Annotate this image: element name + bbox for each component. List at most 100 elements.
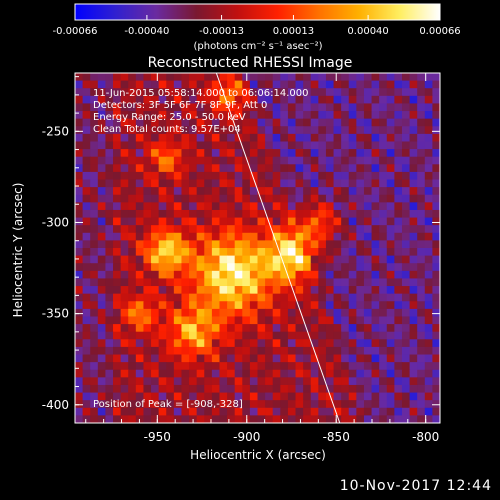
heatmap-cell — [257, 126, 266, 135]
heatmap-cell — [401, 339, 411, 348]
heatmap-cell — [242, 133, 251, 143]
heatmap-cell — [166, 149, 175, 158]
heatmap-cell — [318, 202, 327, 211]
heatmap-cell — [90, 202, 99, 211]
heatmap-cell — [219, 232, 228, 241]
heatmap-cell — [295, 415, 304, 423]
heatmap-cell — [105, 149, 114, 158]
heatmap-cell — [128, 232, 137, 241]
heatmap-cell — [333, 141, 342, 150]
heatmap-cell — [227, 88, 236, 97]
heatmap-cell — [113, 407, 122, 416]
heatmap-cell — [371, 133, 380, 143]
heatmap-cell — [272, 126, 281, 135]
heatmap-cell — [394, 415, 403, 423]
heatmap-cell — [394, 331, 403, 340]
heatmap-cell — [173, 308, 183, 318]
heatmap-cell — [90, 415, 99, 423]
heatmap-cell — [386, 171, 395, 181]
heatmap-cell — [242, 354, 251, 363]
heatmap-cell — [181, 88, 190, 97]
heatmap-cell — [432, 339, 440, 348]
heatmap-cell — [211, 263, 221, 272]
heatmap-cell — [211, 126, 221, 135]
heatmap-cell — [424, 400, 433, 409]
heatmap-cell — [272, 278, 281, 287]
heatmap-cell — [128, 240, 137, 249]
heatmap-cell — [280, 164, 289, 173]
heatmap-cell — [333, 164, 342, 173]
heatmap-cell — [356, 270, 365, 280]
heatmap-cell — [272, 415, 281, 423]
heatmap-cell — [113, 73, 122, 82]
heatmap-cell — [325, 126, 335, 135]
heatmap-cell — [120, 331, 129, 340]
heatmap-cell — [90, 209, 99, 219]
heatmap-cell — [295, 73, 304, 82]
heatmap-cell — [287, 118, 297, 127]
heatmap-cell — [234, 141, 243, 150]
heatmap-cell — [310, 103, 319, 112]
heatmap-cell — [135, 141, 145, 150]
heatmap-cell — [204, 141, 213, 150]
heatmap-cell — [143, 400, 152, 409]
heatmap-cell — [173, 111, 183, 120]
heatmap-cell — [280, 240, 289, 249]
heatmap-cell — [90, 179, 99, 188]
heatmap-cell — [394, 293, 403, 302]
colorbar-ticks: -0.00066 -0.00040 -0.00013 0.00013 0.00040 0.… — [53, 15, 461, 37]
heatmap-cell — [242, 225, 251, 234]
heatmap-cell — [196, 278, 205, 287]
chart-title: Reconstructed RHESSI Image — [148, 55, 353, 71]
heatmap-cell — [227, 80, 236, 89]
heatmap-cell — [204, 126, 213, 135]
heatmap-cell — [341, 80, 350, 89]
heatmap-cell — [417, 179, 426, 188]
heatmap-cell — [333, 400, 342, 409]
heatmap-cell — [113, 88, 122, 97]
heatmap-cell — [173, 80, 183, 89]
heatmap-cell — [379, 339, 388, 348]
heatmap-cell — [211, 308, 221, 318]
heatmap-cell — [409, 263, 418, 272]
heatmap-cell — [234, 179, 243, 188]
heatmap-cell — [234, 156, 243, 165]
heatmap-cell — [249, 217, 259, 226]
heatmap-cell — [394, 362, 403, 371]
heatmap-cell — [394, 384, 403, 394]
heatmap-cell — [295, 225, 304, 234]
heatmap-cell — [97, 354, 107, 363]
heatmap-cell — [90, 286, 99, 295]
heatmap-cell — [325, 80, 335, 89]
heatmap-cell — [143, 209, 152, 219]
heatmap-cell — [295, 270, 304, 280]
heatmap-cell — [166, 415, 175, 423]
heatmap-cell — [242, 377, 251, 386]
heatmap-cell — [417, 354, 426, 363]
heatmap-cell — [432, 103, 440, 112]
heatmap-cell — [295, 80, 304, 89]
heatmap-cell — [75, 171, 84, 181]
heatmap-cell — [189, 316, 198, 325]
heatmap-cell — [303, 171, 312, 181]
heatmap-cell — [173, 362, 183, 371]
heatmap-cell — [158, 232, 167, 241]
heatmap-cell — [333, 202, 342, 211]
heatmap-cell — [219, 293, 228, 302]
heatmap-cell — [265, 346, 274, 356]
heatmap-cell — [287, 225, 297, 234]
heatmap-cell — [386, 80, 395, 89]
heatmap-cell — [113, 384, 122, 394]
heatmap-cell — [189, 354, 198, 363]
heatmap-cell — [242, 171, 251, 181]
heatmap-cell — [409, 217, 418, 226]
heatmap-cell — [287, 73, 297, 82]
heatmap-cell — [113, 164, 122, 173]
heatmap-cell — [379, 270, 388, 280]
heatmap-cell — [135, 171, 145, 181]
heatmap-cell — [371, 316, 380, 325]
heatmap-cell — [303, 232, 312, 241]
heatmap-cell — [242, 240, 251, 249]
heatmap-cell — [120, 301, 129, 310]
